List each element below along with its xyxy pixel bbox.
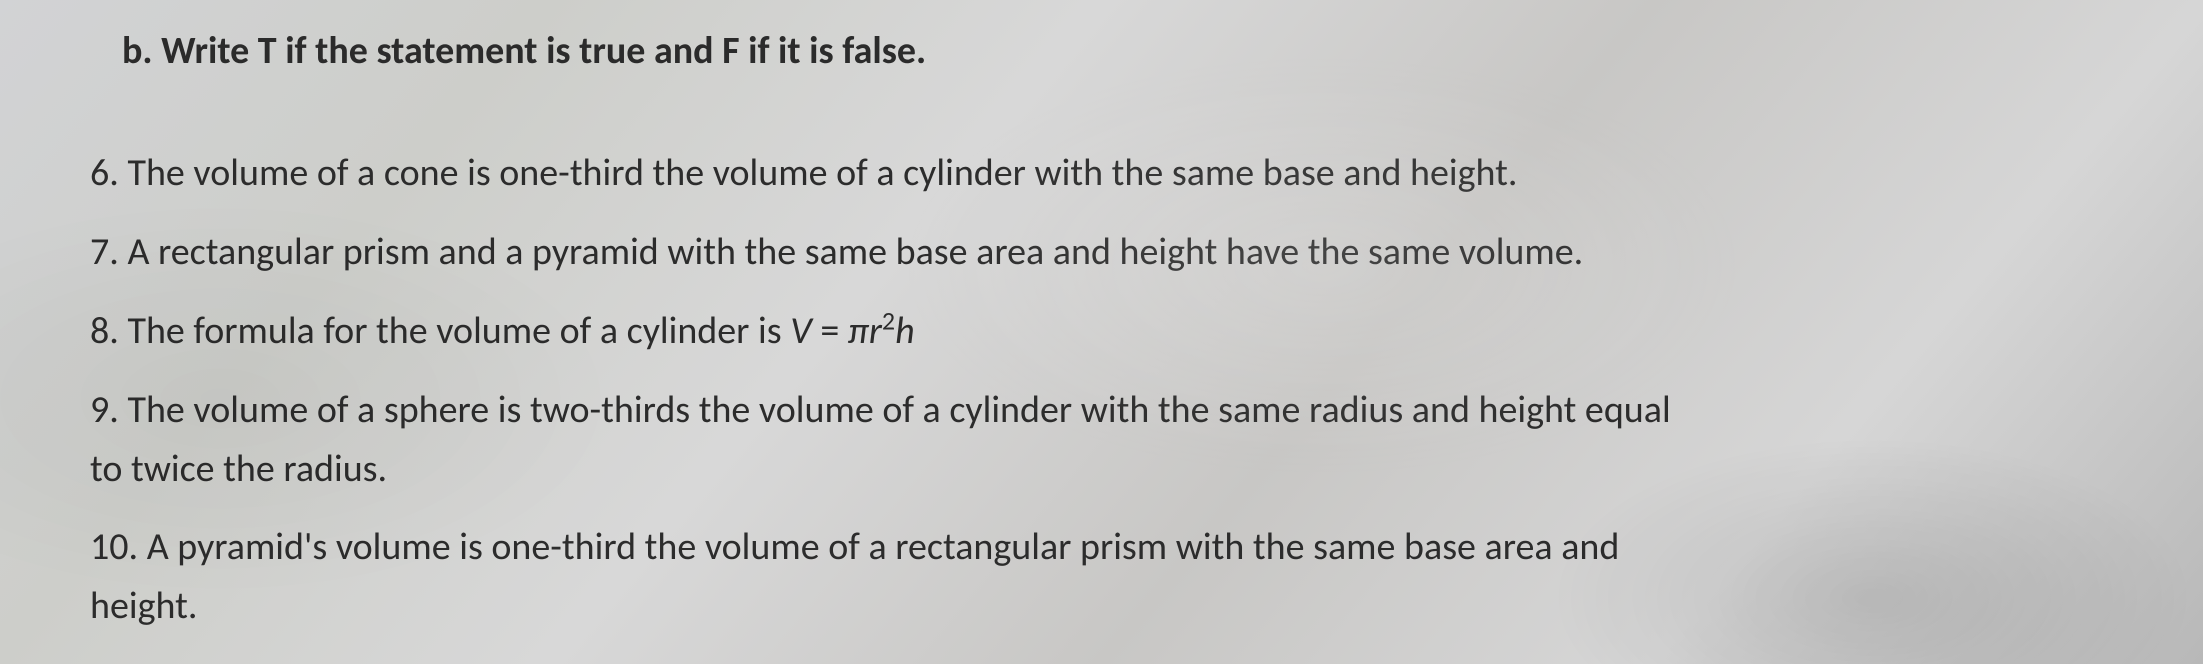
question-number: 10. — [90, 524, 138, 570]
section-heading: b. Write T if the statement is true and … — [122, 28, 2113, 74]
question-6: 6. The volume of a cone is one-third the… — [90, 144, 2113, 203]
formula-h: h — [895, 308, 915, 354]
question-text-line2: to twice the radius. — [90, 446, 387, 492]
question-9: 9. The volume of a sphere is two-thirds … — [90, 381, 2113, 499]
formula-exponent: 2 — [882, 304, 895, 336]
formula-V: V — [790, 308, 812, 354]
question-7: 7. A rectangular prism and a pyramid wit… — [90, 223, 2113, 282]
formula-pi: π — [848, 308, 869, 354]
question-text-line2: height. — [90, 583, 197, 629]
question-number: 7. — [90, 229, 119, 275]
question-prefix: The formula for the volume of a cylinder… — [127, 308, 790, 354]
question-text-line1: A pyramid's volume is one-third the volu… — [147, 524, 1620, 570]
question-text-line1: The volume of a sphere is two-thirds the… — [127, 387, 1670, 433]
question-number: 9. — [90, 387, 119, 433]
question-text: The volume of a cone is one-third the vo… — [127, 150, 1517, 196]
question-number: 6. — [90, 150, 119, 196]
formula-equals: = — [812, 308, 848, 354]
question-8: 8. The formula for the volume of a cylin… — [90, 302, 2113, 361]
formula-r: r — [869, 308, 882, 354]
worksheet-page: b. Write T if the statement is true and … — [0, 0, 2203, 636]
question-10: 10. A pyramid's volume is one-third the … — [90, 518, 2113, 636]
question-list: 6. The volume of a cone is one-third the… — [90, 144, 2113, 636]
question-number: 8. — [90, 308, 119, 354]
question-text: A rectangular prism and a pyramid with t… — [127, 229, 1583, 275]
